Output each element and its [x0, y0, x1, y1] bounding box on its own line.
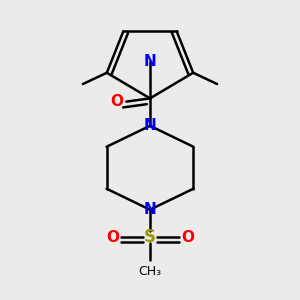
Text: O: O	[106, 230, 119, 244]
Text: O: O	[181, 230, 194, 244]
Text: S: S	[144, 228, 156, 246]
Text: N: N	[144, 202, 156, 217]
Text: N: N	[144, 54, 156, 69]
Text: O: O	[110, 94, 123, 109]
Text: CH₃: CH₃	[138, 265, 162, 278]
Text: N: N	[144, 118, 156, 133]
